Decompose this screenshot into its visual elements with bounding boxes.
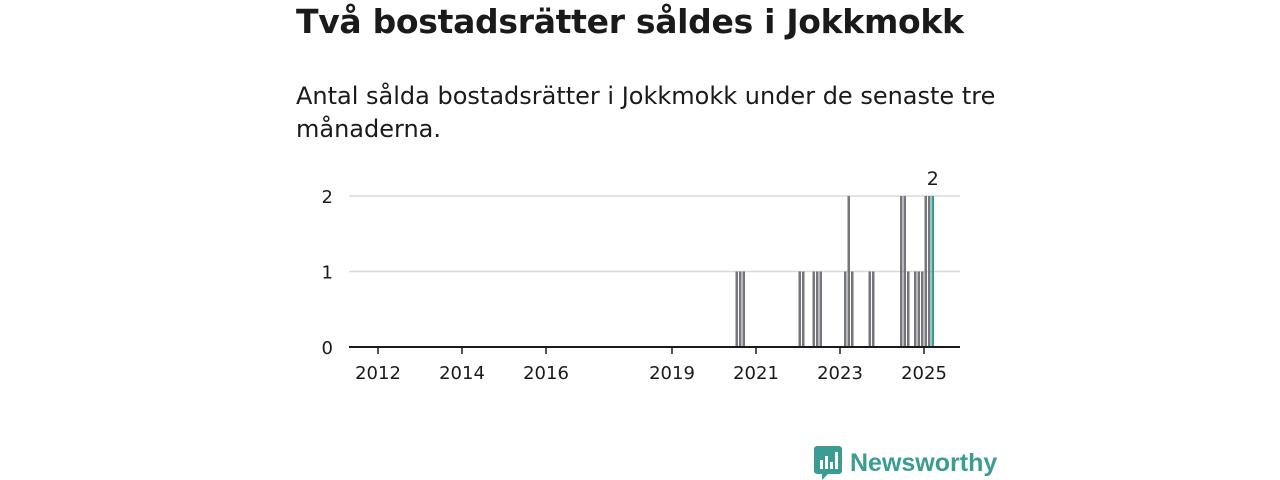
y-tick-label: 1 <box>322 263 333 284</box>
gridlines <box>349 195 960 273</box>
chart-title: Två bostadsrätter såldes i Jokkmokk <box>296 2 964 41</box>
bar <box>819 271 823 347</box>
bar <box>927 196 931 347</box>
bar-chart: 0 1 2 2012 2014 2016 2019 2021 2023 2025 2 <box>322 168 960 384</box>
bar <box>798 271 802 347</box>
bar <box>850 271 854 347</box>
bar <box>920 271 924 347</box>
bar <box>871 271 875 347</box>
y-tick-label: 2 <box>322 187 333 208</box>
y-tick-label: 0 <box>322 338 333 359</box>
bar <box>917 271 921 347</box>
bar <box>815 271 819 347</box>
bar <box>801 271 805 347</box>
x-tick-label: 2016 <box>523 363 569 384</box>
bar-highlight <box>931 196 935 347</box>
bar <box>847 196 851 347</box>
x-tick-label: 2025 <box>901 363 947 384</box>
bar <box>812 271 816 347</box>
bar <box>843 271 847 347</box>
bar <box>899 196 903 347</box>
bar <box>906 271 910 347</box>
x-tick-label: 2014 <box>439 363 485 384</box>
highlight-data-label: 2 <box>927 168 939 190</box>
bar <box>742 271 746 347</box>
x-axis-labels: 2012 2014 2016 2019 2021 2023 2025 <box>355 347 947 384</box>
chart-bubble-icon <box>814 446 842 480</box>
bars <box>735 196 935 347</box>
bar <box>868 271 872 347</box>
x-tick-label: 2019 <box>649 363 695 384</box>
x-tick-label: 2012 <box>355 363 401 384</box>
x-tick-label: 2021 <box>733 363 779 384</box>
newsworthy-logo: Newsworthy <box>814 446 997 480</box>
bar <box>738 271 742 347</box>
bar <box>913 271 917 347</box>
bar <box>735 271 739 347</box>
x-tick-label: 2023 <box>817 363 863 384</box>
bar <box>903 196 907 347</box>
bar <box>924 196 928 347</box>
chart-subtitle: Antal sålda bostadsrätter i Jokkmokk und… <box>296 82 996 143</box>
y-axis-labels: 0 1 2 <box>322 187 333 359</box>
brand-name: Newsworthy <box>850 448 998 477</box>
